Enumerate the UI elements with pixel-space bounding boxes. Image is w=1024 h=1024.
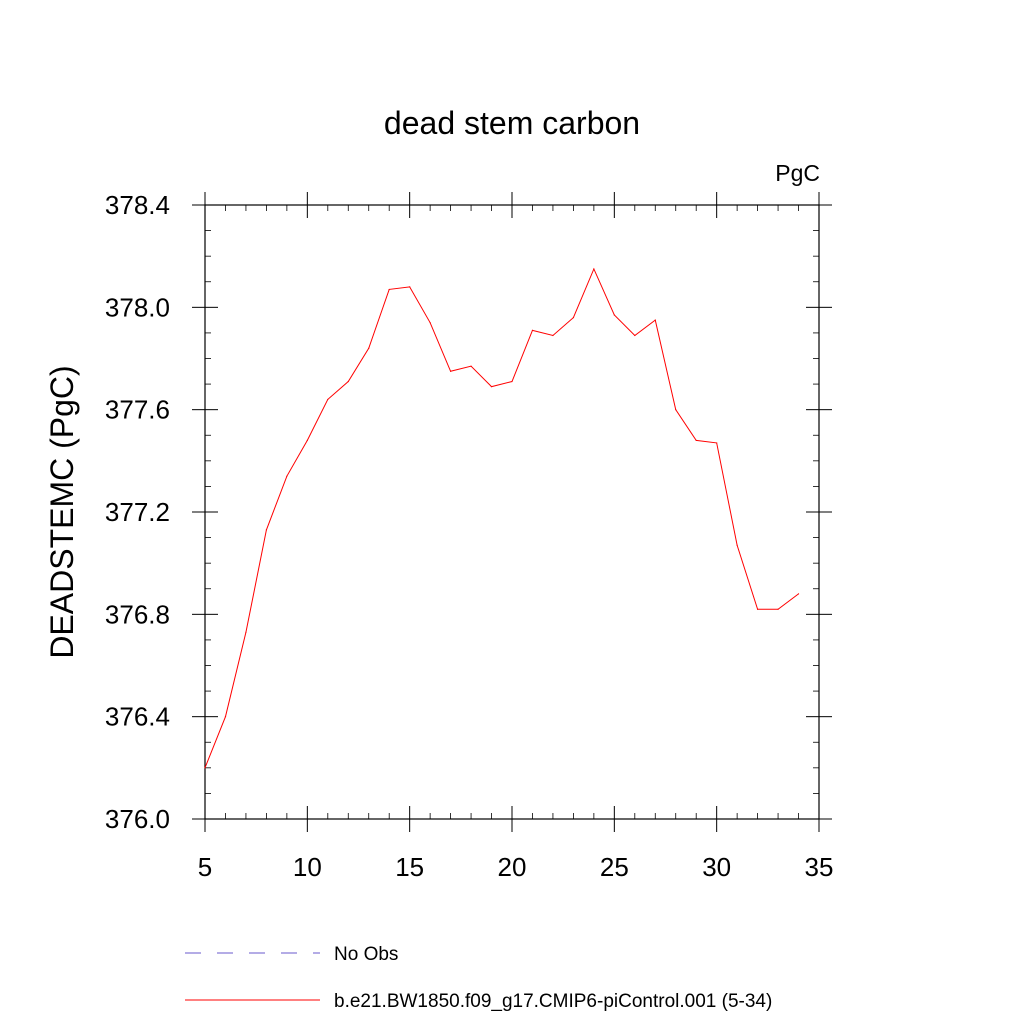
data-point (552, 334, 554, 337)
legend: No Obs b.e21.BW1850.f09_g17.CMIP6-piCont… (185, 944, 772, 1012)
data-point (634, 334, 636, 337)
data-point (490, 386, 493, 388)
x-tick-label: 15 (395, 852, 424, 882)
data-point (736, 544, 738, 546)
x-tick-label: 35 (805, 852, 834, 882)
x-tick-label: 10 (293, 852, 322, 882)
data-point (797, 593, 800, 595)
units-label: PgC (775, 160, 820, 186)
data-point (572, 316, 575, 319)
data-point (347, 380, 349, 383)
data-point (654, 319, 656, 321)
y-axis-label: DEADSTEMC (PgC) (44, 365, 80, 658)
y-tick-label: 376.8 (105, 599, 170, 629)
data-point (245, 631, 247, 633)
y-tick-label: 376.4 (105, 702, 170, 732)
plot-frame (204, 204, 820, 820)
legend-label-no-obs: No Obs (334, 944, 398, 965)
data-point (224, 716, 227, 718)
x-tick-label: 30 (702, 852, 731, 882)
data-point (429, 322, 431, 324)
data-point (265, 529, 267, 531)
y-tick-label: 377.2 (105, 497, 170, 527)
data-point (450, 370, 452, 372)
data-point (409, 286, 411, 288)
data-point (716, 442, 718, 444)
y-tick-label: 378.4 (105, 190, 170, 220)
series-line (204, 267, 799, 769)
y-tick-label: 377.6 (105, 395, 170, 425)
data-point (204, 767, 206, 769)
data-point (695, 439, 697, 441)
data-point (613, 314, 615, 316)
data-point (388, 288, 390, 291)
data-point (777, 608, 779, 610)
data-point (368, 347, 370, 349)
y-tick-label: 378.0 (105, 292, 170, 322)
x-tick-label: 5 (198, 852, 212, 882)
data-point (306, 439, 308, 441)
data-point (286, 475, 288, 477)
y-tick-label: 376.0 (105, 804, 170, 834)
data-point (757, 608, 759, 610)
data-point (593, 268, 595, 270)
data-point (511, 380, 513, 383)
axis-ticks: 5 10 15 20 25 30 35 376.0 376.4 376.8 377.2 377.6 37… (105, 190, 834, 882)
x-tick-label: 25 (600, 852, 629, 882)
legend-label-control: b.e21.BW1850.f09_g17.CMIP6-piControl.001… (334, 991, 772, 1012)
data-point (531, 329, 534, 331)
data-point (470, 365, 472, 367)
chart-title: dead stem carbon (384, 105, 640, 141)
x-tick-label: 20 (498, 852, 527, 882)
data-point (675, 409, 677, 411)
data-point (327, 398, 329, 401)
series-layer (204, 267, 800, 769)
